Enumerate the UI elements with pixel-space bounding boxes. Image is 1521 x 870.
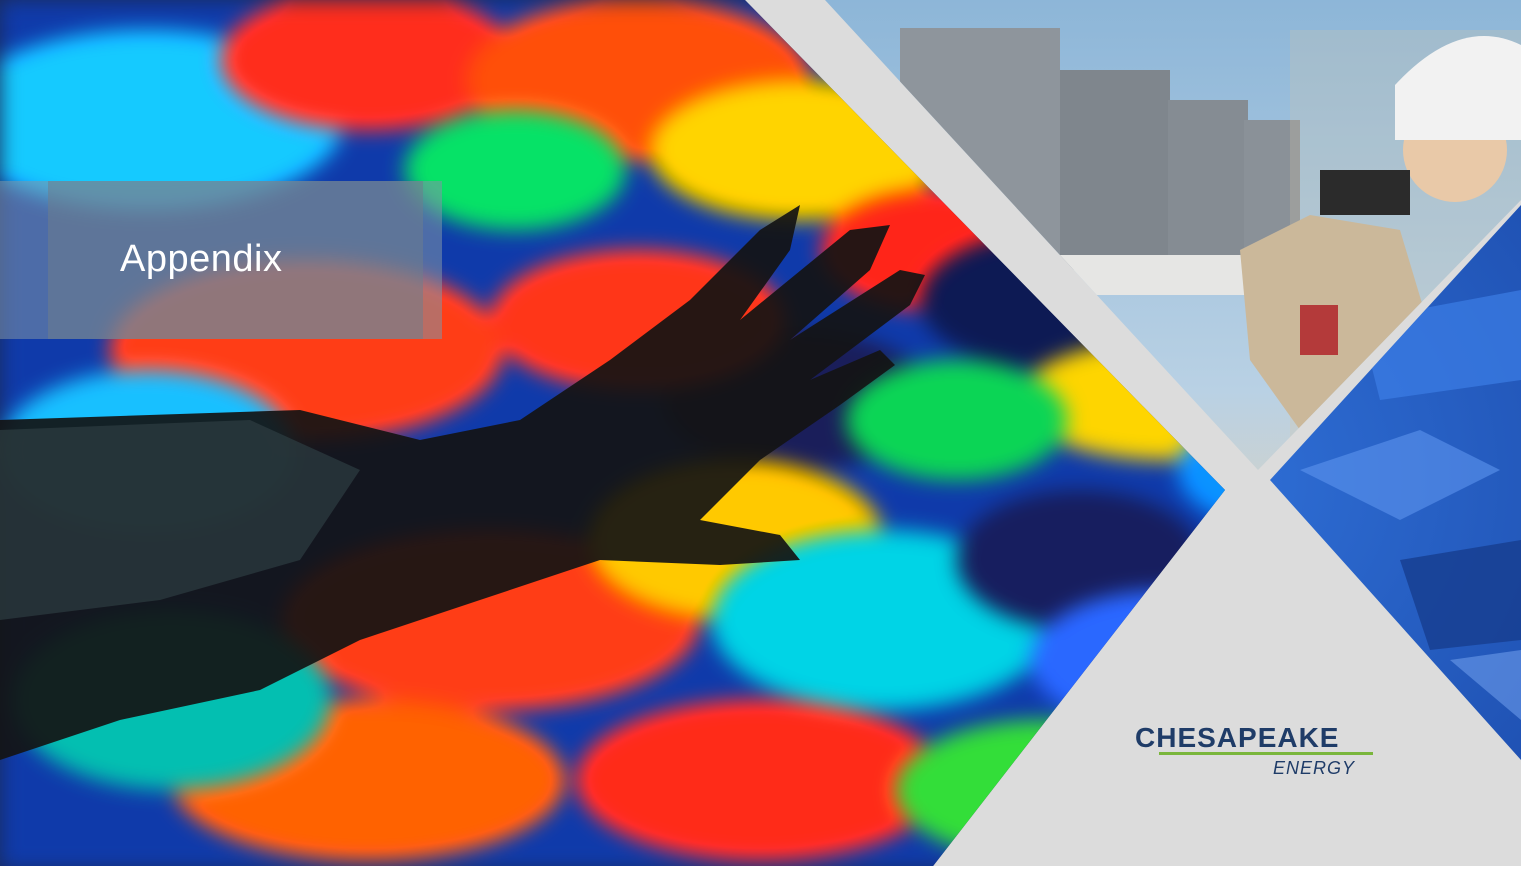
logo-name: CHESAPEAKE	[1135, 722, 1340, 753]
title-box	[0, 181, 442, 339]
company-logo: CHESAPEAKE ENERGY	[1135, 722, 1395, 782]
page-title: Appendix	[120, 238, 283, 280]
logo-subtitle: ENERGY	[1273, 758, 1356, 778]
title-box-inner	[48, 181, 423, 339]
bottom-strip	[0, 866, 1521, 870]
logo-underline	[1159, 752, 1373, 755]
